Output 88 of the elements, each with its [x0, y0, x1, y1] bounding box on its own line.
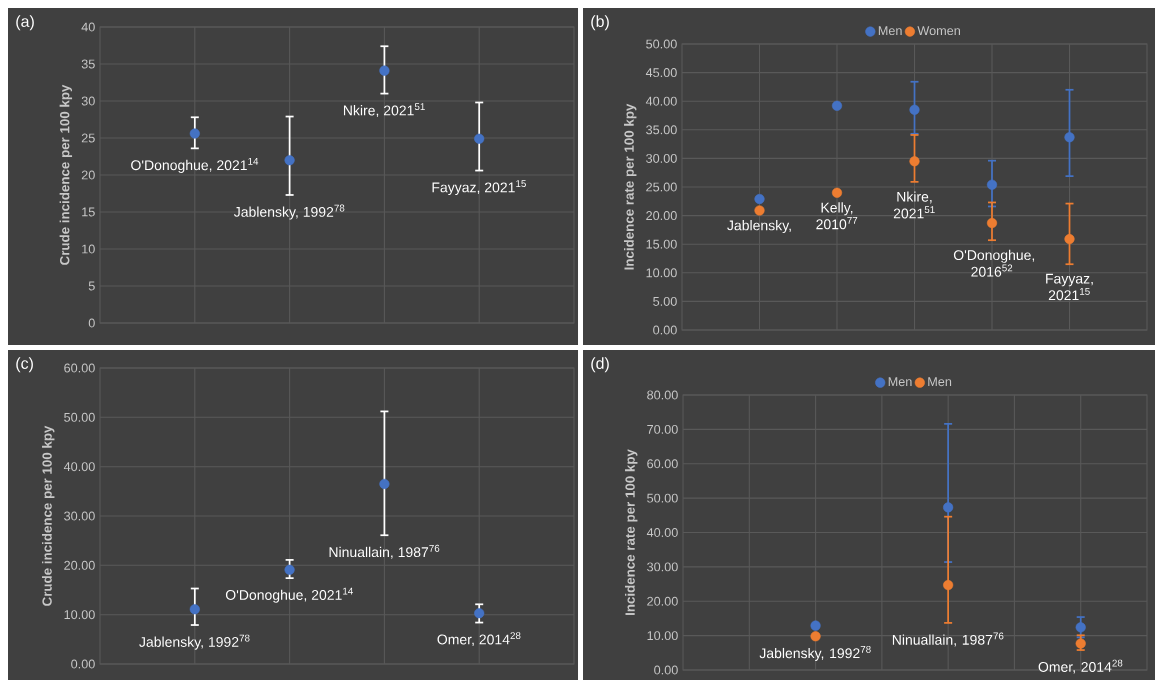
point [284, 564, 295, 575]
y-tick-label: 5 [88, 281, 95, 291]
annotation: O'Donoghue, 2021$^{14}$ [225, 587, 353, 603]
y-tick-label: 45.00 [645, 68, 677, 78]
y-tick-label: 20.00 [646, 211, 677, 221]
point [1075, 622, 1086, 633]
annotation: Kelly, 2010$^{77}$ [816, 202, 858, 230]
annotation: Jablensky, 1992$^{78}$ [139, 634, 250, 650]
y-tick-label: 0 [88, 318, 95, 328]
y-axis-title: Crude incidence per 100 kpy [42, 425, 55, 606]
point [909, 156, 920, 167]
point [986, 179, 998, 190]
y-tick-label: 80.00 [647, 390, 678, 400]
point [1075, 638, 1086, 649]
annotation: Fayyaz, 2021$^{15}$ [432, 180, 526, 196]
point [754, 193, 765, 205]
y-tick-label: 60.00 [64, 363, 95, 373]
annotation: Fayyaz, 2021$^{15}$ [1046, 273, 1093, 301]
y-tick-label: 15 [82, 207, 95, 217]
point [810, 631, 821, 642]
point [831, 187, 843, 198]
point [1064, 233, 1075, 245]
y-tick-label: 40.00 [63, 462, 95, 472]
annotation: Ninuallain, 1987$^{76}$ [892, 632, 1004, 647]
y-tick-label: 10 [82, 244, 95, 254]
y-tick-label: 20.00 [64, 560, 95, 570]
y-tick-label: 15.00 [646, 239, 677, 249]
point [943, 502, 954, 513]
legend-label: Men [928, 377, 952, 387]
y-tick-label: 10.00 [64, 610, 95, 620]
annotation: Jablensky, [727, 220, 791, 234]
y-tick-label: 35 [81, 59, 95, 69]
y-axis-title: Incidence rate per 100 kpy [624, 103, 637, 270]
y-tick-label: 30.00 [647, 562, 678, 572]
annotation: O'Donoghue, 2016$^{52}$ [953, 249, 1035, 277]
y-tick-label: 30.00 [646, 153, 677, 163]
annotation: Jablensky, 1992$^{78}$ [759, 645, 871, 661]
point [909, 104, 920, 115]
y-tick-label: 25.00 [646, 182, 677, 192]
y-axis-title: Incidence rate per 100 kpy [625, 449, 638, 615]
y-tick-label: 70.00 [647, 424, 678, 434]
annotation: O'Donoghue, 2021$^{14}$ [131, 157, 259, 173]
y-axis-title: Crude incidence per 100 kpy [59, 84, 73, 265]
y-tick-label: 40.00 [646, 528, 678, 537]
point [986, 217, 998, 229]
chart-title: (b) [591, 15, 609, 31]
point [754, 205, 765, 216]
chart-title: (c) [16, 357, 33, 373]
y-tick-label: 50.00 [646, 39, 677, 49]
y-tick-label: 0.00 [653, 325, 677, 335]
y-tick-label: 10.00 [646, 268, 677, 278]
y-tick-label: 60.00 [647, 459, 678, 469]
annotation: Omer, 2014$^{28}$ [437, 632, 521, 647]
point [189, 604, 200, 615]
y-tick-label: 30.00 [64, 511, 95, 521]
annotation: Nkire, 2021$^{51}$ [893, 191, 935, 219]
point [474, 133, 485, 144]
annotation: Jablensky, 1992$^{78}$ [233, 204, 345, 220]
point [831, 100, 843, 111]
annotation: Nkire, 2021$^{51}$ [343, 103, 425, 118]
y-tick-label: 50.00 [647, 493, 678, 503]
chart-title: (a) [16, 15, 34, 31]
chart-title: (d) [591, 357, 609, 373]
y-tick-label: 40 [81, 22, 95, 32]
point [284, 155, 295, 166]
y-tick-label: 35.00 [646, 125, 677, 135]
point [474, 608, 485, 619]
point [1064, 132, 1075, 143]
y-tick-label: 20 [81, 170, 95, 180]
point [943, 580, 954, 591]
y-tick-label: 25 [81, 133, 95, 143]
annotation: Ninuallain, 1987$^{76}$ [329, 544, 440, 559]
y-tick-label: 10.00 [647, 631, 678, 641]
y-tick-label: 0.00 [654, 665, 678, 675]
y-tick-label: 0.00 [71, 659, 95, 669]
y-tick-label: 50.00 [64, 412, 95, 422]
legend-label: Men [878, 26, 902, 36]
y-tick-label: 30 [81, 96, 95, 106]
point [379, 65, 390, 76]
y-tick-label: 20.00 [647, 596, 678, 606]
annotation: Omer, 2014$^{28}$ [1038, 659, 1123, 674]
y-tick-label: 40.00 [645, 96, 677, 106]
y-tick-label: 5.00 [653, 296, 677, 306]
point [810, 620, 821, 631]
legend-label: Women [917, 26, 960, 36]
legend-label: Men [888, 377, 912, 387]
point [379, 478, 390, 489]
point [189, 128, 200, 139]
